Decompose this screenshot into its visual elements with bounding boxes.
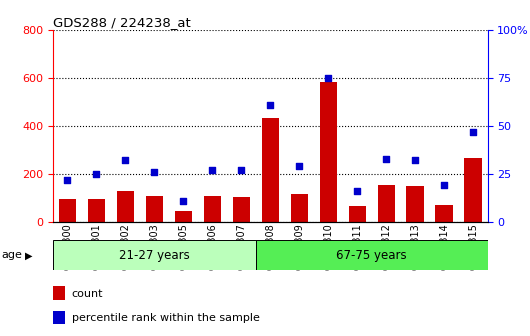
- Point: [295, 164, 304, 169]
- Point: [266, 102, 275, 108]
- Bar: [53, 286, 65, 300]
- Text: age: age: [2, 250, 22, 260]
- Bar: [320, 82, 337, 222]
- Text: 67-75 years: 67-75 years: [337, 249, 407, 262]
- Point: [179, 198, 188, 203]
- Bar: [262, 118, 279, 222]
- Bar: [233, 197, 250, 222]
- Point: [150, 169, 158, 175]
- Text: 21-27 years: 21-27 years: [119, 249, 190, 262]
- Point: [208, 167, 217, 173]
- Bar: [53, 240, 256, 270]
- Text: ▶: ▶: [25, 250, 33, 260]
- Bar: [436, 206, 453, 222]
- Point: [411, 158, 419, 163]
- Text: GDS288 / 224238_at: GDS288 / 224238_at: [53, 16, 191, 29]
- Point: [440, 183, 448, 188]
- Bar: [53, 310, 65, 324]
- Bar: [290, 194, 308, 222]
- Bar: [117, 191, 134, 222]
- Bar: [464, 158, 482, 222]
- Point: [469, 129, 478, 134]
- Point: [63, 177, 72, 182]
- Bar: [175, 211, 192, 222]
- Point: [382, 156, 391, 161]
- Bar: [204, 196, 221, 222]
- Text: percentile rank within the sample: percentile rank within the sample: [72, 313, 260, 323]
- Point: [353, 188, 361, 194]
- Bar: [349, 206, 366, 222]
- Point: [92, 171, 101, 177]
- Bar: [146, 196, 163, 222]
- Point: [237, 167, 245, 173]
- Bar: [59, 199, 76, 222]
- Bar: [88, 199, 105, 222]
- Bar: [256, 240, 488, 270]
- Text: count: count: [72, 289, 103, 299]
- Bar: [377, 185, 395, 222]
- Bar: [407, 186, 424, 222]
- Point: [324, 76, 332, 81]
- Point: [121, 158, 130, 163]
